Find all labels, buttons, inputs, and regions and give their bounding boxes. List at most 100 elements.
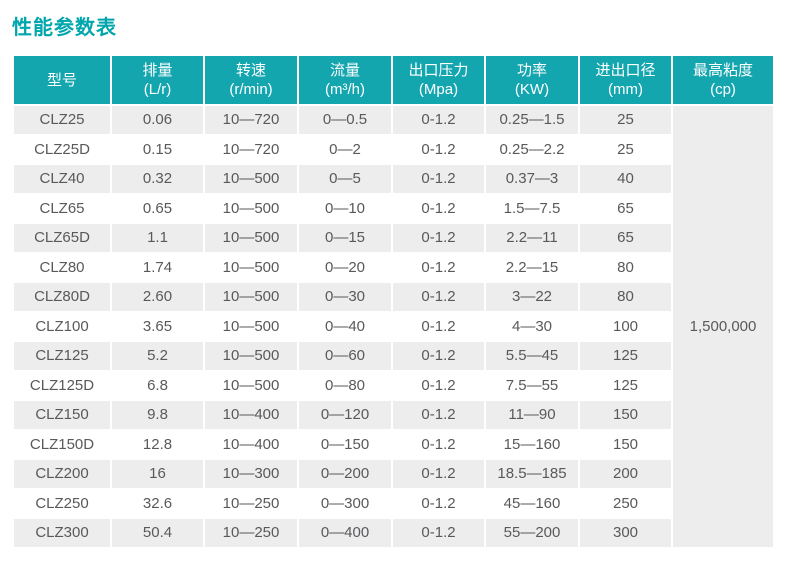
table-cell: 125: [580, 371, 671, 399]
header-unit: (r/min): [229, 81, 273, 98]
table-cell: 18.5—185: [486, 460, 578, 488]
header-label: 进出口径: [595, 62, 656, 79]
table-cell: 0—2: [299, 135, 391, 163]
table-cell: 0—30: [299, 283, 391, 311]
table-cell: 32.6: [112, 489, 203, 517]
table-cell: 40: [580, 165, 671, 193]
table-cell: 0.65: [112, 194, 203, 222]
table-cell: 0.37—3: [486, 165, 578, 193]
table-cell: 0-1.2: [393, 283, 484, 311]
table-row: CLZ65D 1.1 10—500 0—15 0-1.2 2.2—11 65: [14, 224, 773, 252]
table-cell: 6.8: [112, 371, 203, 399]
table-cell: 0.25—2.2: [486, 135, 578, 163]
table-cell: 150: [580, 430, 671, 458]
table-cell: CLZ65: [14, 194, 110, 222]
table-cell: CLZ200: [14, 460, 110, 488]
table-cell: 80: [580, 283, 671, 311]
table-cell: 0—15: [299, 224, 391, 252]
table-cell: 0—150: [299, 430, 391, 458]
table-cell: 300: [580, 519, 671, 547]
table-cell: CLZ125D: [14, 371, 110, 399]
table-cell: 10—500: [205, 253, 297, 281]
header-speed: 转速 (r/min): [205, 56, 297, 104]
table-cell: CLZ150D: [14, 430, 110, 458]
table-cell: 50.4: [112, 519, 203, 547]
header-unit: (L/r): [143, 81, 172, 98]
table-cell: 0-1.2: [393, 519, 484, 547]
table-cell: 55—200: [486, 519, 578, 547]
table-cell: 0—120: [299, 401, 391, 429]
table-cell: 1.1: [112, 224, 203, 252]
header-outlet-pressure: 出口压力 (Mpa): [393, 56, 484, 104]
table-cell: CLZ125: [14, 342, 110, 370]
table-cell: 0-1.2: [393, 342, 484, 370]
table-cell: 10—720: [205, 135, 297, 163]
table-row: CLZ80 1.74 10—500 0—20 0-1.2 2.2—15 80: [14, 253, 773, 281]
table-row: CLZ100 3.65 10—500 0—40 0-1.2 4—30 100: [14, 312, 773, 340]
table-cell: 10—400: [205, 401, 297, 429]
table-row: CLZ200 16 10—300 0—200 0-1.2 18.5—185 200: [14, 460, 773, 488]
table-row: CLZ150 9.8 10—400 0—120 0-1.2 11—90 150: [14, 401, 773, 429]
table-cell: 0-1.2: [393, 135, 484, 163]
table-cell: 9.8: [112, 401, 203, 429]
table-cell: 0—5: [299, 165, 391, 193]
table-cell: CLZ150: [14, 401, 110, 429]
table-cell: 16: [112, 460, 203, 488]
header-unit: (Mpa): [418, 81, 459, 98]
table-header: 型号 排量 (L/r) 转速 (r/min) 流量 (m³/h) 出口压力 (Mpa) …: [14, 56, 773, 104]
table-cell: 65: [580, 194, 671, 222]
table-cell: 45—160: [486, 489, 578, 517]
table-row: CLZ300 50.4 10—250 0—400 0-1.2 55—200 300: [14, 519, 773, 547]
table-cell: 10—500: [205, 194, 297, 222]
header-label: 流量: [329, 62, 360, 79]
table-cell: 0—60: [299, 342, 391, 370]
header-power: 功率 (KW): [486, 56, 578, 104]
table-cell: 25: [580, 106, 671, 134]
table-cell: 0—200: [299, 460, 391, 488]
table-cell: 5.5—45: [486, 342, 578, 370]
header-unit: (mm): [608, 81, 643, 98]
table-row: CLZ80D 2.60 10—500 0—30 0-1.2 3—22 80: [14, 283, 773, 311]
header-unit: (m³/h): [325, 81, 365, 98]
table-cell: 0-1.2: [393, 165, 484, 193]
table-cell: 0-1.2: [393, 253, 484, 281]
header-unit: (cp): [710, 81, 736, 98]
table-cell: 2.2—11: [486, 224, 578, 252]
table-body: CLZ25 0.06 10—720 0—0.5 0-1.2 0.25—1.5 25 1,500…: [14, 106, 773, 547]
table-cell: 0.25—1.5: [486, 106, 578, 134]
table-cell: 12.8: [112, 430, 203, 458]
table-cell: CLZ40: [14, 165, 110, 193]
table-row: CLZ65 0.65 10—500 0—10 0-1.2 1.5—7.5 65: [14, 194, 773, 222]
table-cell: 5.2: [112, 342, 203, 370]
table-cell: 1.74: [112, 253, 203, 281]
header-label: 出口压力: [408, 62, 469, 79]
table-cell: 125: [580, 342, 671, 370]
table-cell: CLZ250: [14, 489, 110, 517]
table-header-row: 型号 排量 (L/r) 转速 (r/min) 流量 (m³/h) 出口压力 (Mpa) …: [14, 56, 773, 104]
table-cell: 7.5—55: [486, 371, 578, 399]
table-cell: 10—500: [205, 224, 297, 252]
header-unit: (KW): [514, 81, 550, 98]
table-cell: 10—500: [205, 165, 297, 193]
table-cell: 0-1.2: [393, 460, 484, 488]
table-cell: 10—250: [205, 519, 297, 547]
table-cell: 10—500: [205, 371, 297, 399]
header-label: 排量: [142, 62, 173, 79]
table-cell: 200: [580, 460, 671, 488]
table-cell: 0.32: [112, 165, 203, 193]
table-row: CLZ25D 0.15 10—720 0—2 0-1.2 0.25—2.2 25: [14, 135, 773, 163]
table-cell: 3—22: [486, 283, 578, 311]
table-cell: 80: [580, 253, 671, 281]
table-cell: 250: [580, 489, 671, 517]
table-cell: 1.5—7.5: [486, 194, 578, 222]
table-row: CLZ150D 12.8 10—400 0—150 0-1.2 15—160 150: [14, 430, 773, 458]
table-cell: CLZ80D: [14, 283, 110, 311]
table-cell: 0-1.2: [393, 106, 484, 134]
table-cell: 2.2—15: [486, 253, 578, 281]
table-cell: 0-1.2: [393, 401, 484, 429]
table-cell: 0—0.5: [299, 106, 391, 134]
table-cell: 0-1.2: [393, 194, 484, 222]
table-cell: 0-1.2: [393, 312, 484, 340]
table-cell: 0—80: [299, 371, 391, 399]
